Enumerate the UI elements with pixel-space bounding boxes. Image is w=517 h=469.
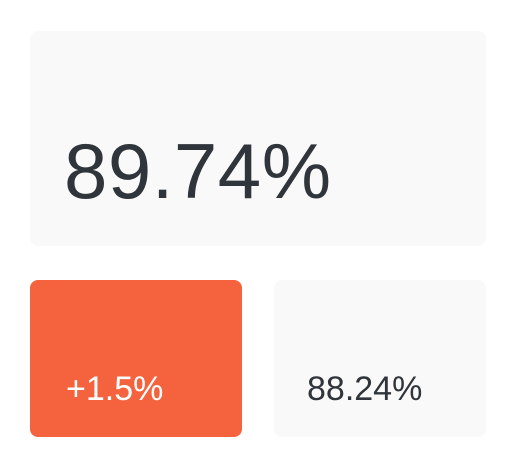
change-value: +1.5% — [66, 370, 164, 408]
previous-value-card: 88.24% — [274, 280, 486, 437]
previous-value: 88.24% — [307, 370, 423, 408]
current-value: 89.74% — [64, 127, 332, 215]
current-value-card: 89.74% — [30, 31, 486, 246]
change-card: +1.5% — [30, 280, 242, 437]
